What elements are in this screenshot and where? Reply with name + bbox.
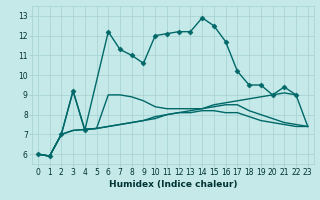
- X-axis label: Humidex (Indice chaleur): Humidex (Indice chaleur): [108, 180, 237, 189]
